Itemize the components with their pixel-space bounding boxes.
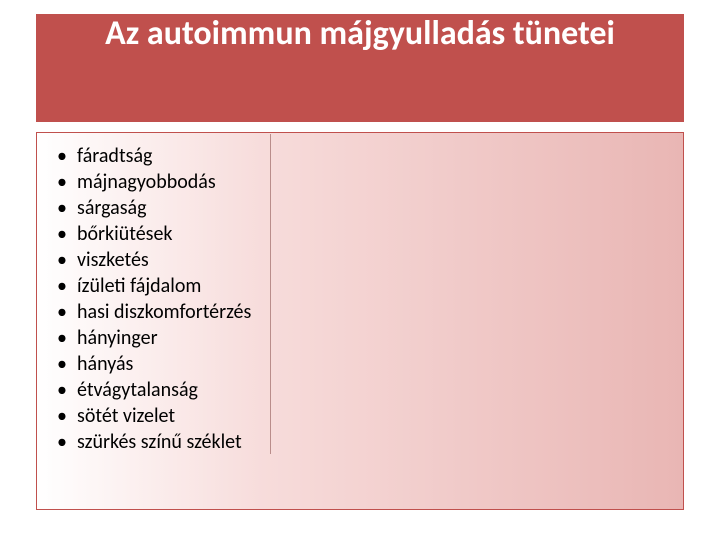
symptom-list: fáradtság májnagyobbodás sárgaság bőrkiü… bbox=[55, 143, 665, 455]
list-item: sötét vizelet bbox=[55, 403, 665, 429]
list-item: májnagyobbodás bbox=[55, 169, 665, 195]
list-item: ízületi fájdalom bbox=[55, 273, 665, 299]
list-item: hányás bbox=[55, 351, 665, 377]
list-item: viszketés bbox=[55, 247, 665, 273]
title-band: Az autoimmun májgyulladás tünetei bbox=[36, 14, 684, 122]
vertical-divider bbox=[270, 134, 271, 454]
list-item: bőrkiütések bbox=[55, 221, 665, 247]
slide: Az autoimmun májgyulladás tünetei fáradt… bbox=[0, 0, 720, 540]
list-item: hasi diszkomfortérzés bbox=[55, 299, 665, 325]
page-title: Az autoimmun májgyulladás tünetei bbox=[105, 14, 615, 55]
list-item: hányinger bbox=[55, 325, 665, 351]
list-item: fáradtság bbox=[55, 143, 665, 169]
list-item: sárgaság bbox=[55, 195, 665, 221]
content-box: fáradtság májnagyobbodás sárgaság bőrkiü… bbox=[36, 132, 684, 510]
list-item: szürkés színű széklet bbox=[55, 429, 665, 455]
list-item: étvágytalanság bbox=[55, 377, 665, 403]
